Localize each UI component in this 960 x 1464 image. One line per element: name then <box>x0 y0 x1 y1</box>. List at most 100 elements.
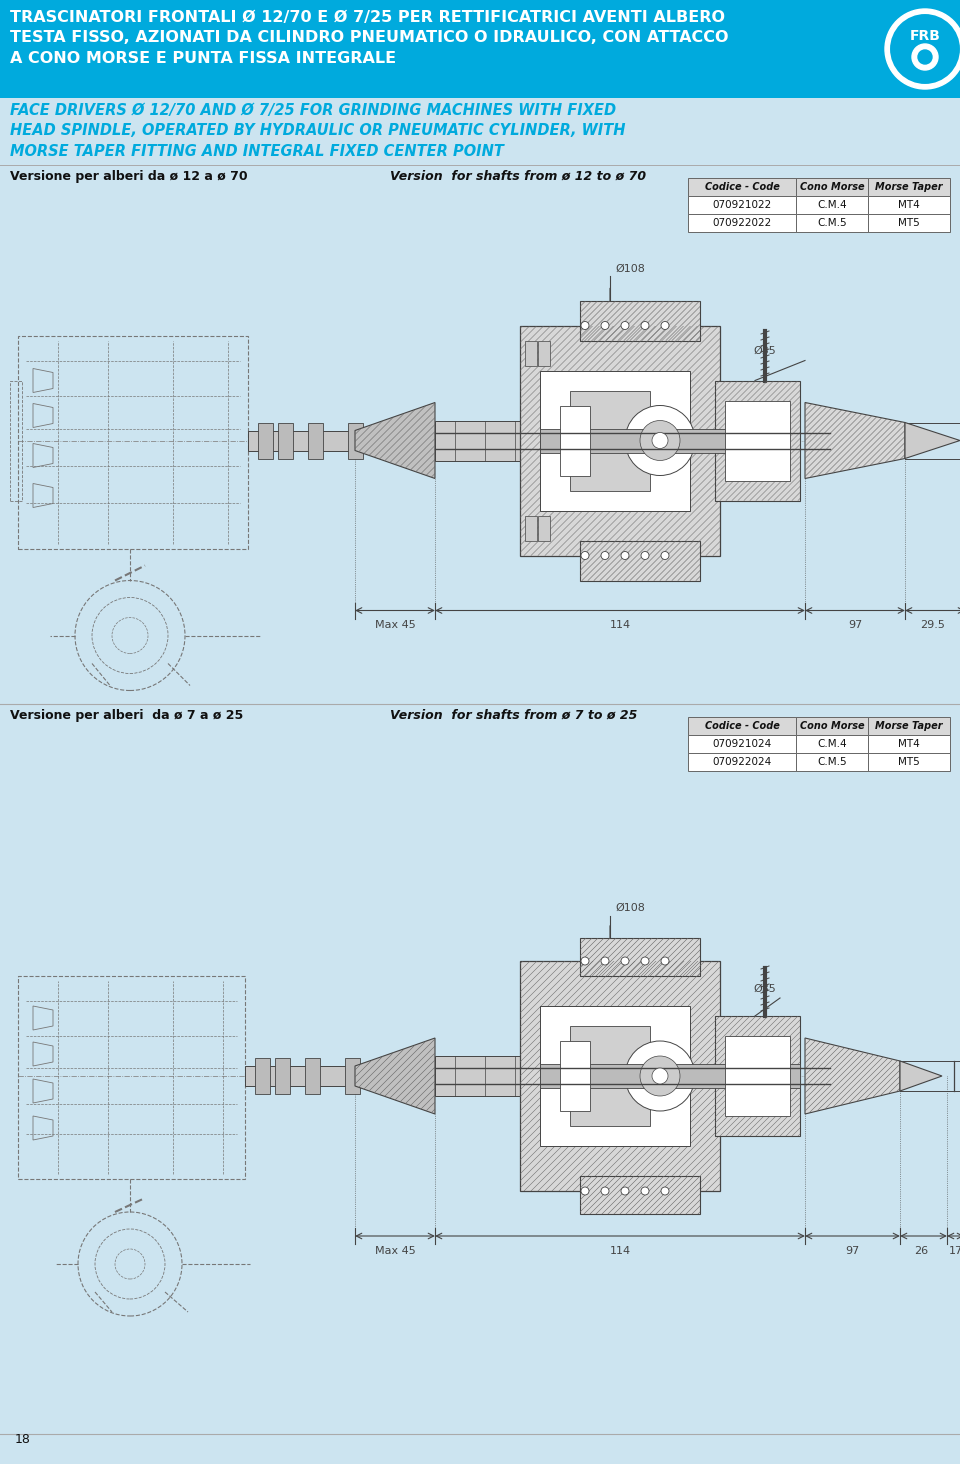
Bar <box>796 717 868 735</box>
Text: MT5: MT5 <box>899 218 920 228</box>
Bar <box>520 960 720 1192</box>
Circle shape <box>625 1041 695 1111</box>
Circle shape <box>885 9 960 89</box>
Bar <box>248 430 375 451</box>
Circle shape <box>918 50 932 64</box>
Bar <box>868 214 950 231</box>
Text: FRB: FRB <box>909 29 941 42</box>
Text: Max 45: Max 45 <box>374 1246 416 1256</box>
Text: Max 45: Max 45 <box>374 621 416 631</box>
Circle shape <box>912 44 938 70</box>
Text: MT5: MT5 <box>899 757 920 767</box>
Circle shape <box>601 552 609 559</box>
Bar <box>796 752 868 772</box>
Bar <box>868 717 950 735</box>
Bar <box>796 179 868 196</box>
Text: 29.5: 29.5 <box>920 621 945 631</box>
Polygon shape <box>355 403 435 479</box>
Circle shape <box>661 957 669 965</box>
Text: C.M.4: C.M.4 <box>817 201 847 209</box>
Bar <box>258 423 273 458</box>
Bar <box>435 1056 560 1097</box>
Bar <box>725 401 790 480</box>
Circle shape <box>661 1187 669 1195</box>
Text: 070921024: 070921024 <box>712 739 772 750</box>
Circle shape <box>621 552 629 559</box>
Circle shape <box>601 957 609 965</box>
Bar <box>435 420 560 461</box>
Text: Version  for shafts from ø 7 to ø 25: Version for shafts from ø 7 to ø 25 <box>390 709 637 722</box>
Bar <box>688 179 796 196</box>
Polygon shape <box>805 1038 900 1114</box>
Bar <box>725 1037 790 1116</box>
Bar <box>540 1006 690 1146</box>
Circle shape <box>625 406 695 476</box>
Text: 97: 97 <box>846 1246 859 1256</box>
Circle shape <box>661 552 669 559</box>
Circle shape <box>661 322 669 329</box>
Bar <box>715 1016 800 1136</box>
Text: 070921022: 070921022 <box>712 201 772 209</box>
Text: MT4: MT4 <box>899 201 920 209</box>
Bar <box>560 406 590 476</box>
Text: Morse Taper: Morse Taper <box>876 720 943 731</box>
Text: Ø108: Ø108 <box>615 264 645 274</box>
Text: Codice - Code: Codice - Code <box>705 182 780 192</box>
Text: Codice - Code: Codice - Code <box>705 720 780 731</box>
Bar <box>580 300 700 341</box>
Bar <box>18 335 248 549</box>
Circle shape <box>640 1056 680 1097</box>
Bar <box>525 341 537 366</box>
Bar <box>688 717 796 735</box>
Circle shape <box>581 552 589 559</box>
Circle shape <box>621 1187 629 1195</box>
Bar <box>868 752 950 772</box>
Circle shape <box>581 322 589 329</box>
Text: 114: 114 <box>610 1246 631 1256</box>
Text: Morse Taper: Morse Taper <box>876 182 943 192</box>
Bar <box>520 325 720 555</box>
Bar <box>525 515 537 540</box>
Text: Versione per alberi  da ø 7 a ø 25: Versione per alberi da ø 7 a ø 25 <box>10 709 243 722</box>
Bar <box>345 1058 360 1094</box>
Polygon shape <box>905 423 960 458</box>
Bar <box>308 423 323 458</box>
Text: 070922022: 070922022 <box>712 218 772 228</box>
Bar <box>688 735 796 752</box>
Circle shape <box>641 552 649 559</box>
Text: 070922024: 070922024 <box>712 757 772 767</box>
Text: C.M.5: C.M.5 <box>817 218 847 228</box>
Bar <box>868 735 950 752</box>
Bar <box>688 214 796 231</box>
Circle shape <box>641 957 649 965</box>
Text: FACE DRIVERS Ø 12/70 AND Ø 7/25 FOR GRINDING MACHINES WITH FIXED
HEAD SPINDLE, O: FACE DRIVERS Ø 12/70 AND Ø 7/25 FOR GRIN… <box>10 102 626 158</box>
Bar <box>580 540 700 581</box>
Text: Cono Morse: Cono Morse <box>800 182 864 192</box>
Bar <box>18 976 245 1179</box>
Polygon shape <box>805 403 905 479</box>
Bar <box>255 1058 270 1094</box>
Bar <box>796 214 868 231</box>
Bar <box>388 423 403 458</box>
Bar <box>348 423 363 458</box>
Bar <box>560 1041 590 1111</box>
Circle shape <box>601 322 609 329</box>
Text: 17: 17 <box>948 1246 960 1256</box>
Bar <box>868 179 950 196</box>
Circle shape <box>641 322 649 329</box>
Bar <box>275 1058 290 1094</box>
Bar <box>538 341 550 366</box>
Text: Ø35: Ø35 <box>754 984 777 994</box>
Bar <box>796 735 868 752</box>
Text: Ø108: Ø108 <box>615 903 645 914</box>
Bar <box>0 0 960 98</box>
Circle shape <box>581 1187 589 1195</box>
Bar <box>538 515 550 540</box>
Circle shape <box>889 13 960 85</box>
Bar <box>715 381 800 501</box>
Bar <box>540 370 690 511</box>
Bar <box>715 381 800 501</box>
Text: C.M.5: C.M.5 <box>817 757 847 767</box>
Text: 18: 18 <box>15 1433 31 1446</box>
Bar <box>868 196 950 214</box>
